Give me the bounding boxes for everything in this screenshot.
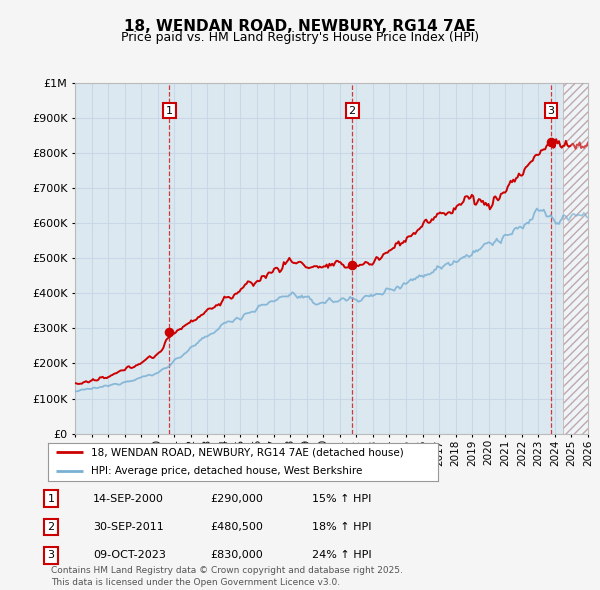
Text: 1: 1 xyxy=(166,106,173,116)
Text: 15% ↑ HPI: 15% ↑ HPI xyxy=(312,494,371,503)
Text: 18, WENDAN ROAD, NEWBURY, RG14 7AE (detached house): 18, WENDAN ROAD, NEWBURY, RG14 7AE (deta… xyxy=(91,447,404,457)
Text: Contains HM Land Registry data © Crown copyright and database right 2025.
This d: Contains HM Land Registry data © Crown c… xyxy=(51,566,403,587)
Text: Price paid vs. HM Land Registry's House Price Index (HPI): Price paid vs. HM Land Registry's House … xyxy=(121,31,479,44)
Point xyxy=(164,327,174,336)
Text: 1: 1 xyxy=(47,494,55,503)
Text: 18, WENDAN ROAD, NEWBURY, RG14 7AE: 18, WENDAN ROAD, NEWBURY, RG14 7AE xyxy=(124,19,476,34)
Point xyxy=(347,260,357,270)
Point xyxy=(546,137,556,147)
Text: 3: 3 xyxy=(548,106,554,116)
Text: £290,000: £290,000 xyxy=(210,494,263,503)
Text: HPI: Average price, detached house, West Berkshire: HPI: Average price, detached house, West… xyxy=(91,466,362,476)
Text: 30-SEP-2011: 30-SEP-2011 xyxy=(93,522,164,532)
Text: 18% ↑ HPI: 18% ↑ HPI xyxy=(312,522,371,532)
Text: £480,500: £480,500 xyxy=(210,522,263,532)
Text: 2: 2 xyxy=(47,522,55,532)
Text: 3: 3 xyxy=(47,550,55,560)
Text: 14-SEP-2000: 14-SEP-2000 xyxy=(93,494,164,503)
Text: £830,000: £830,000 xyxy=(210,550,263,560)
Text: 2: 2 xyxy=(349,106,356,116)
Text: 24% ↑ HPI: 24% ↑ HPI xyxy=(312,550,371,560)
Text: 09-OCT-2023: 09-OCT-2023 xyxy=(93,550,166,560)
